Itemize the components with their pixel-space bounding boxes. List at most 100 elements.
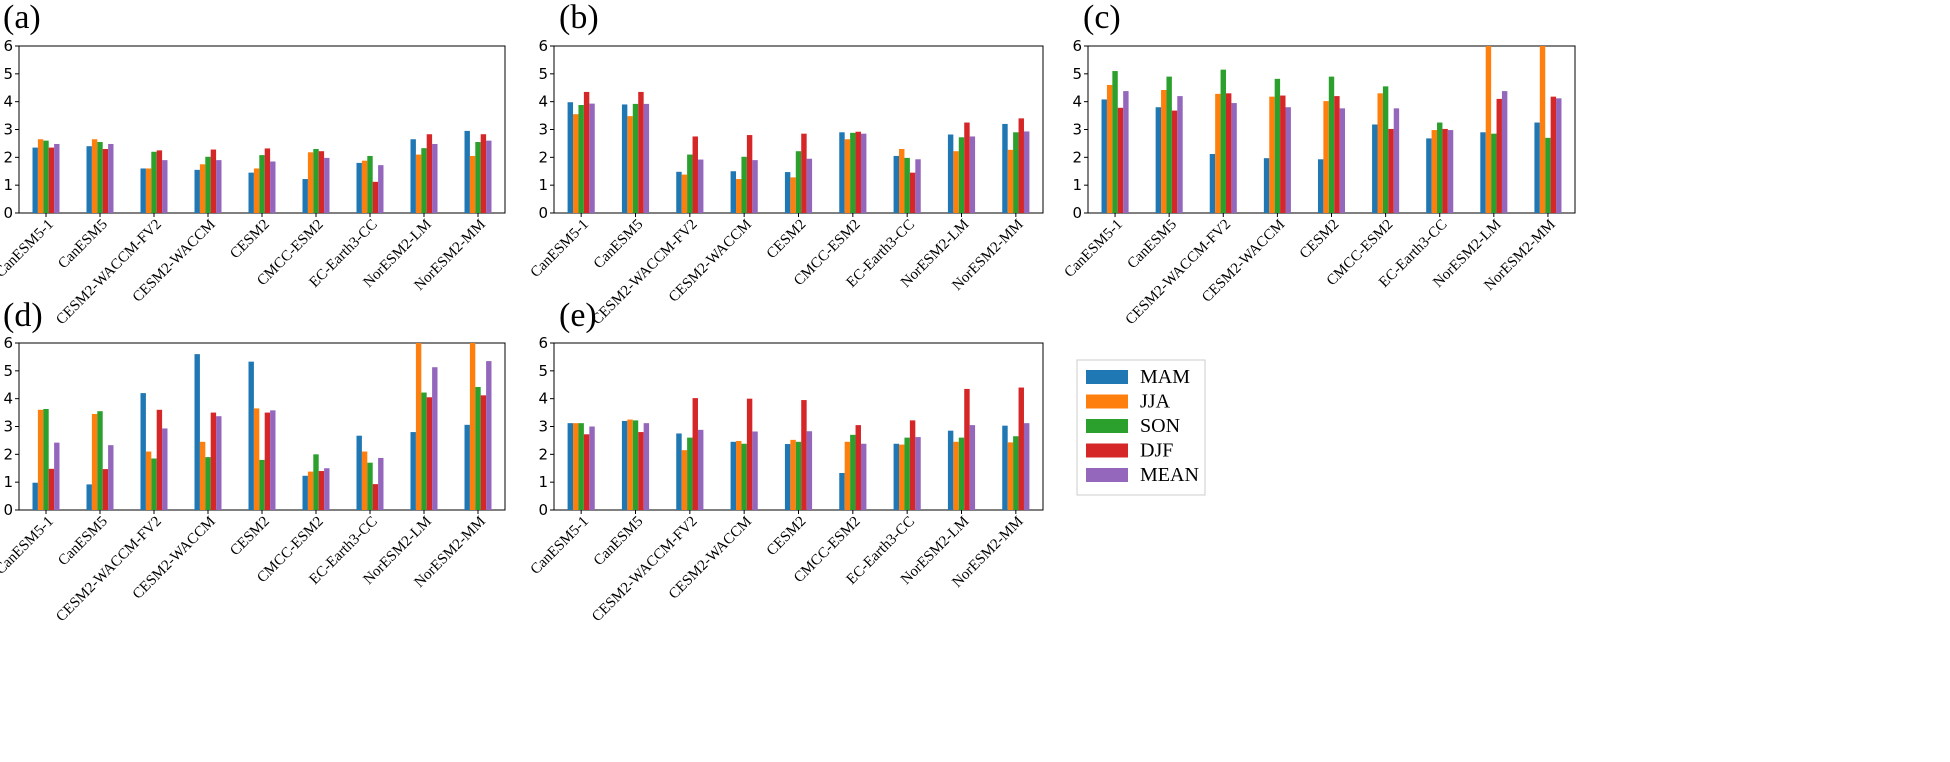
bar-djf xyxy=(102,148,109,213)
bar-mam xyxy=(356,435,362,510)
y-tick-label: 0 xyxy=(3,501,13,519)
bar-mean xyxy=(378,457,384,510)
bar-djf xyxy=(1171,110,1178,213)
bar-mam xyxy=(1480,132,1486,213)
y-tick-label: 5 xyxy=(538,362,548,380)
panel-label: (b) xyxy=(559,0,599,36)
bar-mean xyxy=(752,431,758,510)
bar-mean xyxy=(1339,108,1346,213)
bar-mean xyxy=(216,160,222,213)
bar-djf xyxy=(638,432,644,510)
bar-jja xyxy=(736,440,742,510)
bar-djf xyxy=(1225,93,1232,213)
bar-jja xyxy=(899,444,905,510)
bar-mam xyxy=(1534,122,1540,213)
bar-jja xyxy=(844,441,851,510)
legend-label-son: SON xyxy=(1140,415,1180,437)
bar-son xyxy=(475,142,481,213)
bar-mam xyxy=(1372,124,1378,213)
y-tick-label: 2 xyxy=(538,445,548,463)
bar-jja xyxy=(253,408,260,510)
bar-mam xyxy=(730,441,737,510)
legend-label-djf: DJF xyxy=(1140,440,1173,462)
bar-mam xyxy=(839,132,845,213)
bar-djf xyxy=(909,172,916,213)
bar-jja xyxy=(415,154,422,213)
y-tick-label: 4 xyxy=(538,390,548,408)
bar-djf xyxy=(1550,96,1557,213)
bar-djf xyxy=(426,134,433,213)
bar-mam xyxy=(621,104,628,213)
y-tick-label: 1 xyxy=(3,176,13,194)
legend-label-mam: MAM xyxy=(1140,366,1190,388)
bar-jja xyxy=(1215,93,1221,213)
bar-mam xyxy=(302,179,308,213)
bar-mean xyxy=(1231,103,1237,213)
y-tick-label: 5 xyxy=(3,362,13,380)
bar-son xyxy=(205,156,211,213)
bar-mam xyxy=(140,393,146,510)
bar-mean xyxy=(162,428,168,510)
legend-swatch-son xyxy=(1086,419,1128,433)
legend-swatch-djf xyxy=(1086,443,1128,458)
bar-djf xyxy=(426,397,433,510)
bar-djf xyxy=(318,151,325,213)
bar-mean xyxy=(270,410,276,510)
bar-mam xyxy=(947,134,954,213)
y-tick-label: 6 xyxy=(538,334,548,352)
bar-jja xyxy=(736,179,742,213)
y-tick-label: 6 xyxy=(538,37,548,55)
legend-swatch-jja xyxy=(1086,394,1128,409)
y-tick-label: 4 xyxy=(1072,93,1082,111)
bar-son xyxy=(904,157,910,213)
bar-son xyxy=(578,423,584,510)
bar-djf xyxy=(746,135,753,213)
bar-son xyxy=(904,437,910,510)
x-tick-label: CanESM5-1 xyxy=(528,217,592,281)
panel-label: (d) xyxy=(3,297,43,334)
x-tick-label: CESM2-WACCM-FV2 xyxy=(1123,217,1235,329)
bar-jja xyxy=(361,160,368,213)
bar-son xyxy=(578,105,584,213)
y-tick-label: 2 xyxy=(3,148,13,166)
chart-panel-c: (c) 0 1 2 3 4 5 6 CanESM5-1CanESM5CESM2-WACCM-FV… xyxy=(1062,0,1576,329)
x-tick-label: CanESM5 xyxy=(591,514,647,570)
bar-son xyxy=(632,103,639,213)
bar-son xyxy=(1382,86,1389,213)
x-tick-label: CESM2 xyxy=(227,217,273,263)
bar-mam xyxy=(356,162,362,213)
bar-son xyxy=(313,148,319,213)
y-tick-label: 5 xyxy=(538,65,548,83)
bar-son xyxy=(259,459,265,510)
bar-jja xyxy=(681,174,688,213)
bar-jja xyxy=(37,409,44,510)
bar-djf xyxy=(48,147,55,213)
bar-mean xyxy=(1501,91,1508,213)
bar-jja xyxy=(899,148,905,213)
bar-mean xyxy=(54,442,60,510)
bar-mean xyxy=(860,443,867,510)
bar-djf xyxy=(264,412,271,510)
bar-son xyxy=(1013,132,1019,213)
bar-mean xyxy=(108,143,114,213)
bar-djf xyxy=(1442,128,1448,213)
bar-son xyxy=(1166,76,1172,213)
bar-mean xyxy=(860,133,867,213)
bar-mean xyxy=(324,157,330,213)
y-tick-label: 4 xyxy=(3,390,13,408)
bar-djf xyxy=(372,484,379,510)
bar-mean xyxy=(1556,98,1562,213)
bar-mam xyxy=(784,444,791,510)
bar-jja xyxy=(1007,442,1014,510)
bar-mean xyxy=(806,158,813,213)
panel-label: (c) xyxy=(1083,0,1121,36)
bar-jja xyxy=(790,177,796,213)
bar-mam xyxy=(1002,123,1008,213)
bar-jja xyxy=(145,451,152,510)
bar-djf xyxy=(480,134,487,213)
bar-son xyxy=(1013,436,1019,510)
bar-son xyxy=(97,142,103,213)
bar-djf xyxy=(583,434,590,510)
bar-mean xyxy=(270,161,276,213)
bar-djf xyxy=(855,131,861,213)
